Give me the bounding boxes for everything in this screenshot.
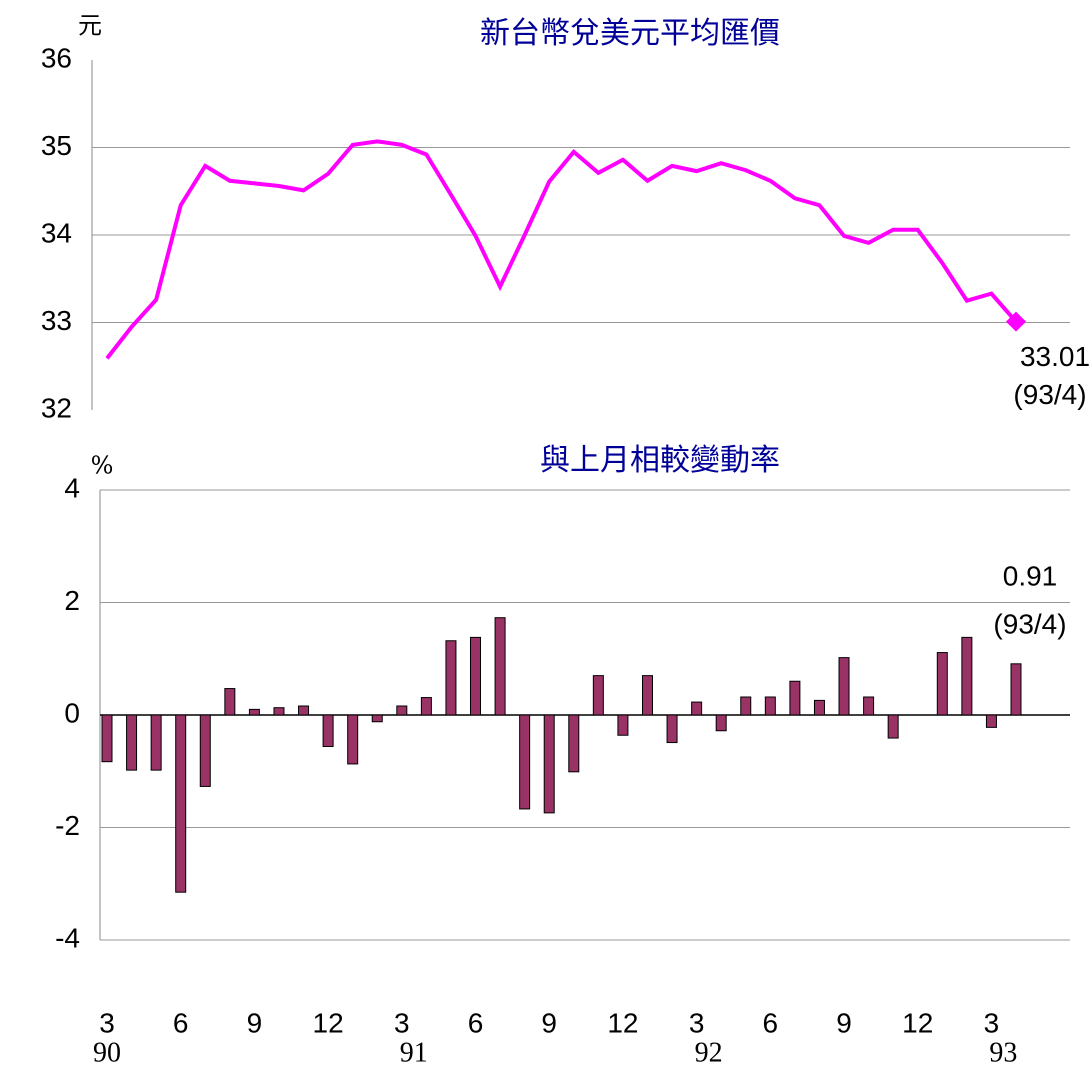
x-tick-label: 9 [247,1007,263,1038]
y-axis-label: % [91,452,114,480]
value-label: 33.01 [1020,341,1090,372]
x-tick-label: 6 [173,1007,189,1038]
x-tick-label: 3 [984,1007,1000,1038]
x-tick-label: 6 [763,1007,779,1038]
y-tick-label: 34 [41,217,72,248]
y-tick-label: 32 [41,392,72,423]
bar [592,675,604,716]
y-tick-label: -2 [55,810,80,841]
bar [764,696,776,716]
x-tick-label: 9 [836,1007,852,1038]
bar [1010,663,1022,716]
x-tick-label: 3 [99,1007,115,1038]
bar [568,714,580,773]
bar [641,675,653,716]
x-tick-label: 12 [313,1007,344,1038]
bar [985,714,997,728]
bar [248,708,260,716]
bar [617,714,629,736]
bar [371,714,383,723]
bar [863,696,875,716]
bar [543,714,555,814]
bar [396,705,408,716]
year-label: 92 [695,1037,723,1067]
bar [494,617,506,716]
bar [936,652,948,716]
bar [691,701,703,716]
annotation: (93/4) [1013,379,1086,410]
bar [199,714,211,787]
chart-title: 新台幣兌美元平均匯價 [480,16,780,51]
y-tick-label: 0 [64,697,80,728]
line [105,139,1018,360]
value-label: 0.91 [1003,560,1058,591]
bar [740,696,752,716]
bar [961,636,973,716]
bar [101,714,113,763]
y-tick-label: 35 [41,130,72,161]
x-tick-label: 3 [689,1007,705,1038]
x-tick-label: 9 [541,1007,557,1038]
annotation: (93/4) [993,608,1066,639]
year-label: 93 [989,1037,1017,1067]
bar [445,640,457,716]
bar [715,714,727,732]
year-label: 90 [93,1037,121,1067]
chart-title: 與上月相較變動率 [540,443,780,478]
y-tick-label: 2 [64,585,80,616]
bar [813,699,825,716]
bar [666,714,678,744]
y-tick-label: 36 [41,42,72,73]
bar [273,707,285,716]
bar [175,714,187,893]
marker [1006,311,1026,332]
y-tick-label: 4 [64,472,80,503]
bar [298,705,310,716]
x-tick-label: 6 [468,1007,484,1038]
bar [519,714,531,810]
bar [126,714,138,771]
bar [789,680,801,716]
y-tick-label: -4 [55,922,80,953]
bar [150,714,162,771]
bar [470,636,482,716]
bar [838,657,850,716]
bar [224,688,236,716]
bar [322,714,334,747]
x-tick-label: 12 [607,1007,638,1038]
bar [887,714,899,739]
x-tick-label: 12 [902,1007,933,1038]
y-tick-label: 33 [41,305,72,336]
x-tick-label: 3 [394,1007,410,1038]
y-axis-label: 元 [78,12,102,40]
bar [347,714,359,765]
bar [420,697,432,716]
year-label: 91 [400,1037,428,1067]
